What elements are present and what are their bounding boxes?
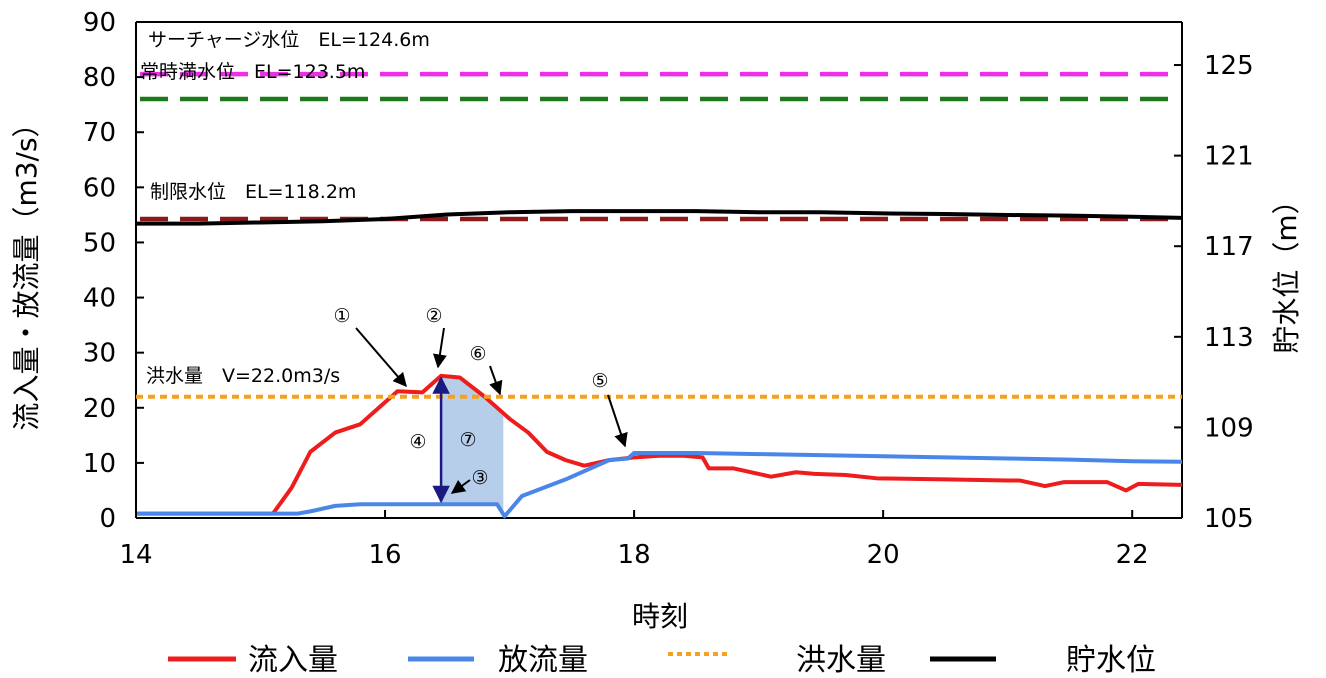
y-right-tick-label: 117 xyxy=(1204,232,1254,262)
y-right-axis-title: 貯水位（m） xyxy=(1270,186,1303,353)
marker-label-6: ⑥ xyxy=(469,343,486,365)
reference-label-surcharge: サーチャージ水位 EL=124.6m xyxy=(148,29,430,51)
marker-arrow-6 xyxy=(489,365,503,396)
y-left-tick-label: 90 xyxy=(83,8,116,38)
x-tick-label: 14 xyxy=(119,540,152,570)
marker-arrow-3 xyxy=(450,479,471,494)
series-line-outflow xyxy=(136,450,1183,519)
y-right-tick-label: 109 xyxy=(1204,413,1254,443)
y-right-tick-label: 113 xyxy=(1204,323,1254,353)
legend-label-inflow: 流入量 xyxy=(248,643,338,678)
y-left-tick-label: 20 xyxy=(83,394,116,424)
marker-label-7: ⑦ xyxy=(459,429,476,451)
legend-label-outflow: 放流量 xyxy=(498,643,588,678)
y-left-tick-label: 80 xyxy=(83,63,116,93)
marker-label-5: ⑤ xyxy=(591,370,608,392)
flood-volume-label: 洪水量 V=22.0m3/s xyxy=(146,365,340,387)
y-left-tick-label: 0 xyxy=(99,504,116,534)
y-left-tick-label: 50 xyxy=(83,228,116,258)
legend-label-level: 貯水位 xyxy=(1066,643,1156,678)
storage-shaded-area xyxy=(441,375,504,515)
series-line-inflow xyxy=(136,373,1183,516)
legend-label-flood: 洪水量 xyxy=(796,643,886,678)
marker-label-3: ③ xyxy=(471,467,488,489)
series-line-level xyxy=(136,209,1183,226)
y-left-tick-label: 60 xyxy=(83,173,116,203)
x-axis-title: 時刻 xyxy=(632,600,688,633)
y-left-tick-label: 70 xyxy=(83,118,116,148)
y-right-tick-label: 121 xyxy=(1204,142,1254,172)
marker-arrow-1 xyxy=(355,327,407,388)
y-left-tick-label: 10 xyxy=(83,449,116,479)
y-left-tick-label: 40 xyxy=(83,284,116,314)
marker-arrow-2 xyxy=(432,327,447,369)
marker-label-2: ② xyxy=(425,305,442,327)
x-tick-label: 18 xyxy=(618,540,651,570)
x-tick-label: 22 xyxy=(1116,540,1149,570)
marker-arrow-5 xyxy=(607,394,628,448)
x-tick-label: 20 xyxy=(867,540,900,570)
y-right-tick-label: 125 xyxy=(1204,51,1254,81)
marker-label-1: ① xyxy=(333,305,350,327)
y-left-tick-label: 30 xyxy=(83,339,116,369)
marker-label-4: ④ xyxy=(409,431,426,453)
x-tick-label: 16 xyxy=(369,540,402,570)
y-right-tick-label: 105 xyxy=(1204,504,1254,534)
reference-label-normal_full: 常時満水位 EL=123.5m xyxy=(140,61,365,83)
reference-label-limit: 制限水位 EL=118.2m xyxy=(150,181,356,203)
y-left-axis-title: 流入量・放流量（m3/s） xyxy=(10,109,43,430)
